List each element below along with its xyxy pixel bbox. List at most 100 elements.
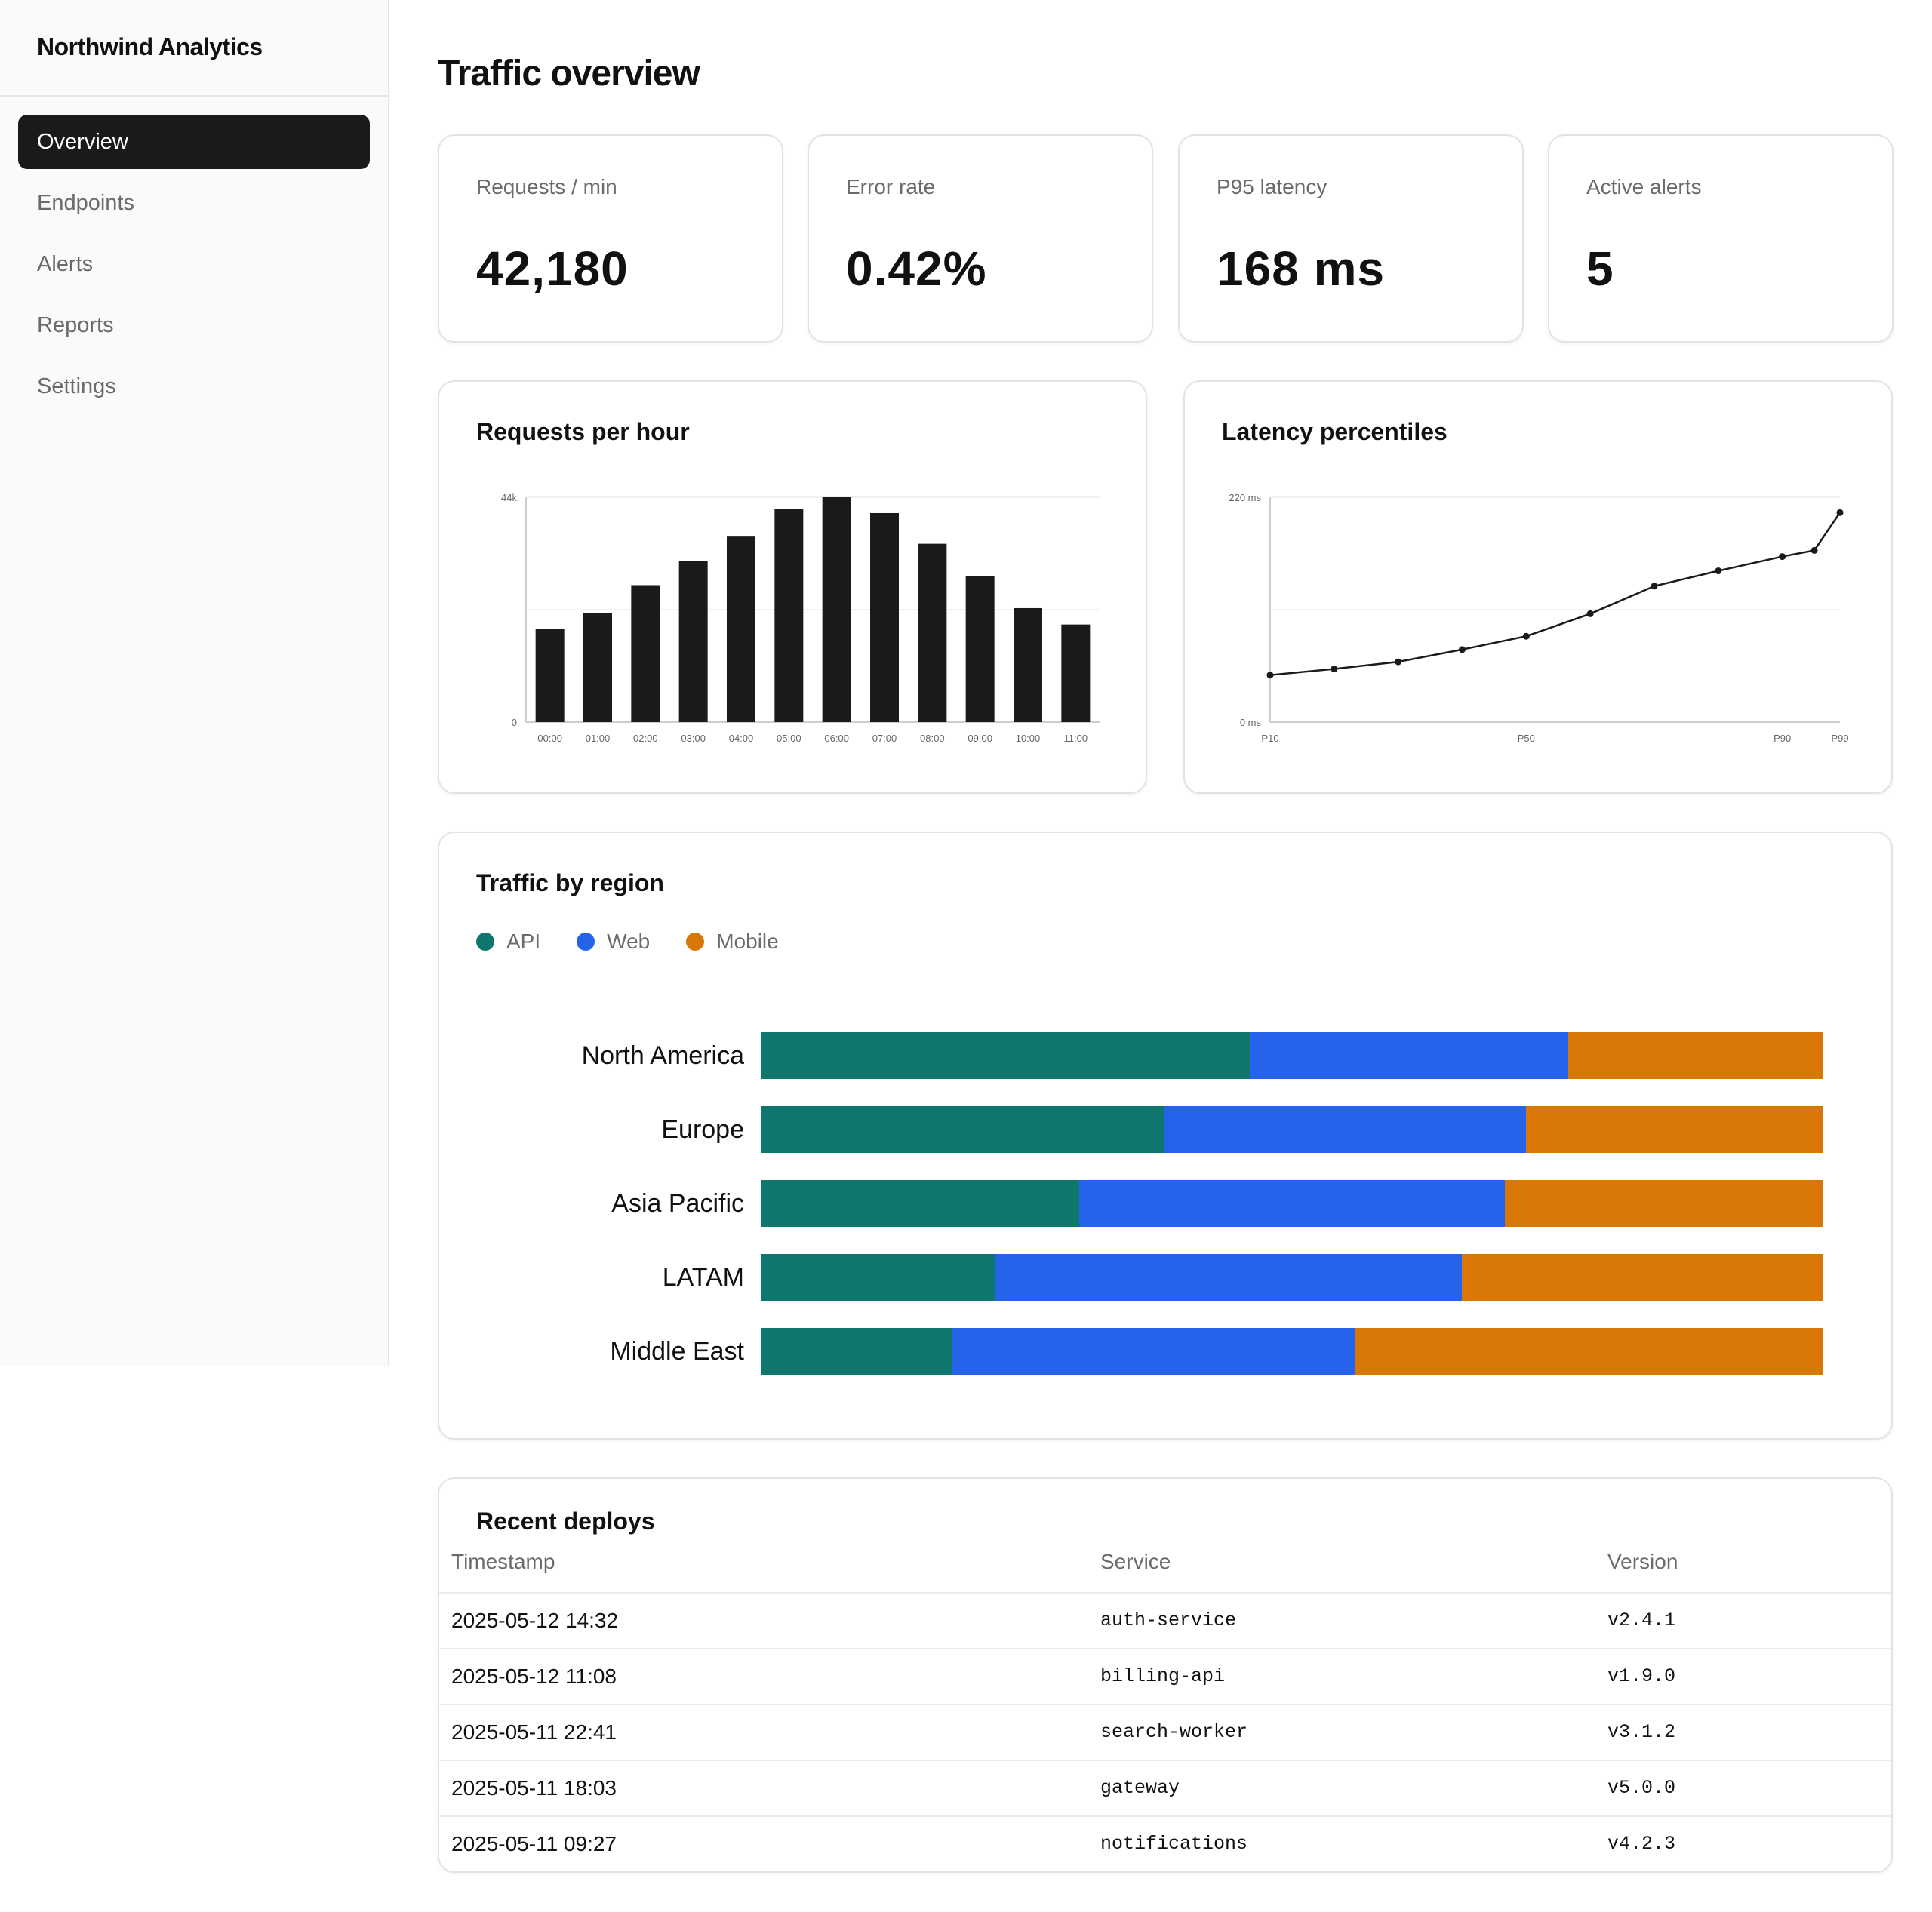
table-row: 2025-05-12 11:08 billing-api v1.9.0	[439, 1648, 1891, 1704]
cell-version: v2.4.1	[1607, 1609, 1676, 1631]
kpi-value: 42,180	[476, 241, 629, 296]
kpi-label: P95 latency	[1217, 175, 1327, 198]
kpi-value: 5	[1586, 241, 1614, 296]
y-tick-label: 220 ms	[1229, 492, 1261, 503]
kpi-label: Active alerts	[1586, 175, 1702, 198]
cell-timestamp: 2025-05-11 22:41	[451, 1720, 617, 1744]
data-point	[1266, 672, 1274, 679]
x-tick-label: 06:00	[824, 733, 849, 744]
region-row: Middle East	[439, 1328, 1894, 1375]
y-tick-label: 0 ms	[1240, 717, 1262, 728]
page-title: Traffic overview	[438, 54, 700, 94]
legend-swatch	[476, 933, 494, 951]
x-tick-label: 11:00	[1064, 733, 1088, 744]
x-tick-label: 08:00	[920, 733, 945, 744]
stacked-bar	[761, 1254, 1823, 1301]
bar-segment-mobile	[1355, 1328, 1823, 1375]
cell-service: billing-api	[1100, 1665, 1226, 1687]
region-row: LATAM	[439, 1254, 1894, 1301]
bar-segment-web	[952, 1328, 1356, 1375]
legend-label: Mobile	[716, 930, 779, 953]
x-tick-label: 09:00	[968, 733, 992, 744]
bar-segment-web	[994, 1254, 1463, 1301]
sidebar-item-reports[interactable]: Reports	[37, 312, 114, 337]
x-tick-label: P99	[1831, 733, 1848, 744]
bar-segment-api	[761, 1106, 1165, 1153]
region-label: North America	[581, 1041, 744, 1070]
x-tick-label: P10	[1261, 733, 1278, 744]
cell-timestamp: 2025-05-11 18:03	[451, 1776, 617, 1800]
legend-item-mobile: Mobile	[686, 930, 779, 954]
region-row: North America	[439, 1032, 1894, 1079]
bar	[535, 629, 565, 722]
app-brand: Northwind Analytics	[0, 0, 388, 97]
x-tick-label: 00:00	[537, 733, 562, 744]
cell-service: notifications	[1100, 1833, 1248, 1855]
bar-segment-mobile	[1462, 1254, 1823, 1301]
cell-version: v1.9.0	[1607, 1665, 1676, 1687]
cell-version: v3.1.2	[1607, 1721, 1676, 1743]
data-point	[1651, 583, 1658, 590]
deploys-card: Recent deploys Timestamp Service Version…	[438, 1477, 1893, 1873]
sidebar-item-overview[interactable]: Overview	[18, 115, 370, 169]
bar	[1014, 607, 1042, 722]
x-tick-label: 02:00	[633, 733, 658, 744]
kpi-label: Requests / min	[476, 175, 617, 198]
column-header-service: Service	[1100, 1550, 1171, 1573]
data-point	[1836, 509, 1844, 516]
bar	[870, 512, 899, 722]
kpi-value: 0.42%	[846, 241, 987, 296]
region-row: Asia Pacific	[439, 1180, 1894, 1227]
chart-title: Latency percentiles	[1222, 418, 1447, 445]
table-row: 2025-05-11 18:03 gateway v5.0.0	[439, 1760, 1891, 1815]
column-header-version: Version	[1607, 1550, 1678, 1573]
bar-segment-mobile	[1525, 1106, 1823, 1153]
table-title: Recent deploys	[476, 1508, 655, 1535]
bar-segment-api	[761, 1032, 1250, 1079]
x-tick-label: P50	[1518, 733, 1535, 744]
region-label: Asia Pacific	[611, 1189, 744, 1218]
cell-timestamp: 2025-05-11 09:27	[451, 1832, 617, 1855]
table-row: 2025-05-11 22:41 search-worker v3.1.2	[439, 1704, 1891, 1760]
data-point	[1395, 658, 1402, 666]
legend-swatch	[577, 933, 595, 951]
legend-item-web: Web	[577, 930, 650, 954]
bar-segment-web	[1164, 1106, 1526, 1153]
data-point	[1810, 546, 1818, 554]
legend-item-api: API	[476, 930, 540, 954]
y-tick-label: 0	[512, 717, 517, 728]
stacked-bar	[761, 1180, 1823, 1227]
column-header-timestamp: Timestamp	[451, 1550, 555, 1573]
region-label: LATAM	[662, 1263, 744, 1292]
bar-segment-api	[761, 1328, 952, 1375]
bar-segment-api	[761, 1180, 1080, 1227]
sidebar: Northwind Analytics Overview Endpoints A…	[0, 0, 389, 1366]
bar-segment-mobile	[1504, 1180, 1823, 1227]
kpi-card-active-alerts: Active alerts 5	[1548, 134, 1894, 343]
bar	[583, 613, 612, 722]
region-chart-card: Traffic by region API Web Mobile North A…	[438, 832, 1893, 1440]
bar	[631, 585, 660, 722]
bar	[965, 576, 995, 722]
stacked-bar	[761, 1106, 1823, 1153]
x-tick-label: 04:00	[729, 733, 754, 744]
x-tick-label: 10:00	[1016, 733, 1041, 744]
table-row: 2025-05-12 14:32 auth-service v2.4.1	[439, 1592, 1891, 1648]
kpi-card-error-rate: Error rate 0.42%	[808, 134, 1153, 343]
sidebar-item-alerts[interactable]: Alerts	[37, 251, 94, 276]
sidebar-item-endpoints[interactable]: Endpoints	[37, 190, 134, 215]
stacked-bar	[761, 1328, 1823, 1375]
bar	[918, 543, 947, 722]
cell-version: v4.2.3	[1607, 1833, 1676, 1855]
sidebar-item-settings[interactable]: Settings	[37, 373, 116, 398]
x-tick-label: 03:00	[681, 733, 706, 744]
latency-line-chart: 0 ms 220 ms P10 P50 P90 P99	[1229, 492, 1848, 744]
cell-service: search-worker	[1100, 1721, 1248, 1743]
region-label: Europe	[661, 1115, 744, 1144]
legend-label: API	[506, 930, 541, 953]
cell-service: auth-service	[1100, 1609, 1237, 1631]
x-tick-label: 07:00	[872, 733, 897, 744]
latency-chart-card: Latency percentiles 0 ms 220 ms P10 P50 P90 P…	[1183, 380, 1893, 794]
bar-segment-web	[1249, 1032, 1569, 1079]
bar	[822, 497, 851, 722]
